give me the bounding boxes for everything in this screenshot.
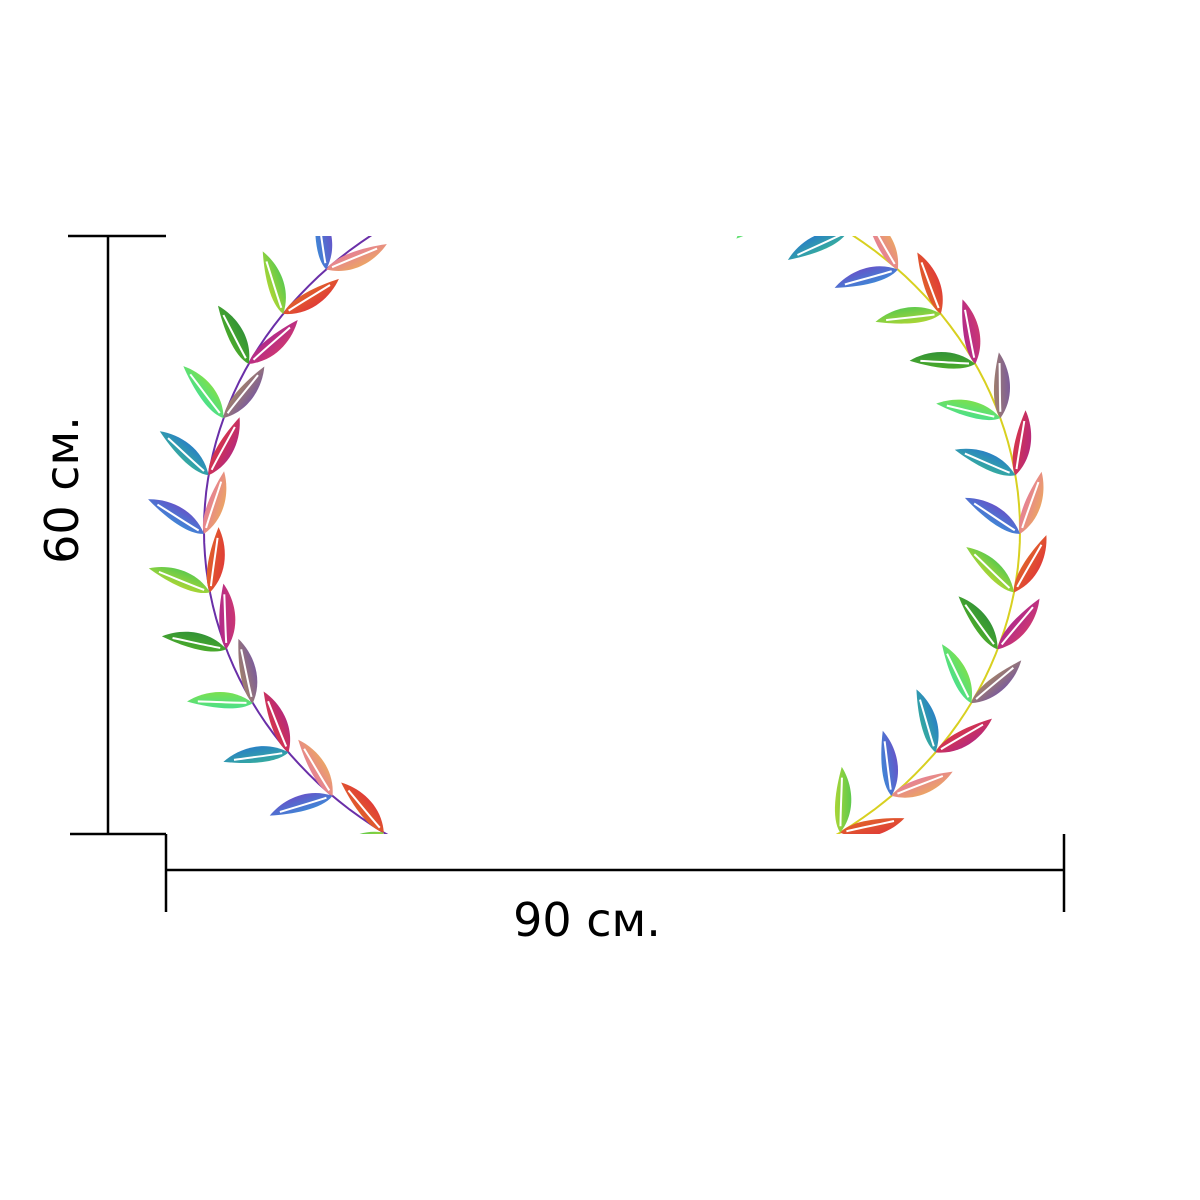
- leaf-icon: [936, 399, 1001, 421]
- leaf-icon: [248, 320, 298, 364]
- leaf-icon: [148, 567, 210, 594]
- leaf-icon: [909, 352, 976, 369]
- leaf-icon: [787, 236, 848, 260]
- leaf-icon: [298, 739, 333, 796]
- leaf-icon: [376, 210, 440, 240]
- height-label: 60 см.: [35, 416, 89, 564]
- leaf-icon: [964, 497, 1020, 534]
- leaf-icon: [433, 181, 499, 220]
- leaf-icon: [283, 278, 339, 314]
- leaf-icon: [840, 818, 905, 834]
- leaf-icon: [962, 299, 981, 364]
- leaf-icon: [223, 746, 289, 764]
- width-label: 90 см.: [513, 893, 661, 947]
- leaf-icon: [263, 691, 290, 753]
- leaf-icon: [997, 598, 1040, 650]
- leaf-icon: [1013, 535, 1047, 593]
- height-dimension: 60 см.: [35, 234, 166, 836]
- leaf-icon: [202, 471, 227, 534]
- leaf-icon: [993, 352, 1010, 419]
- leaf-icon: [341, 782, 384, 833]
- leaf-icon: [917, 252, 943, 314]
- leaf-icon: [219, 583, 236, 650]
- leaf-icon: [148, 499, 204, 534]
- leaf-icon: [262, 251, 286, 314]
- leaf-icon: [206, 527, 225, 593]
- leaf-icon: [356, 166, 400, 233]
- leaf-icon: [881, 730, 899, 796]
- leaf-icon: [1012, 410, 1032, 476]
- leaf-icon: [971, 660, 1022, 704]
- leaf-icon: [875, 307, 941, 324]
- leaf-icon: [742, 146, 793, 212]
- leaf-icon: [326, 243, 387, 271]
- leaf-icon: [834, 766, 852, 833]
- leaf-icon: [238, 638, 258, 704]
- leaf-icon: [414, 137, 465, 203]
- right-branch-leaves: [736, 146, 1047, 834]
- leaf-icon: [1019, 471, 1044, 534]
- leaf-icon: [958, 596, 998, 650]
- leaf-icon: [916, 689, 939, 753]
- laurel-wreath: [148, 137, 1047, 834]
- leaf-icon: [941, 644, 973, 704]
- width-dimension: 90 см.: [164, 834, 1066, 947]
- leaf-icon: [208, 417, 240, 476]
- leaf-icon: [159, 431, 209, 476]
- leaf-icon: [269, 792, 333, 816]
- leaf-icon: [183, 366, 224, 419]
- leaf-icon: [864, 236, 899, 270]
- leaf-icon: [891, 771, 953, 798]
- leaf-icon: [966, 547, 1014, 593]
- leaf-icon: [324, 831, 384, 834]
- leaf-icon: [834, 266, 898, 288]
- leaf-icon: [223, 366, 265, 419]
- leaf-icon: [315, 236, 333, 270]
- leaf-icon: [736, 236, 791, 239]
- left-branch-leaves: [148, 137, 499, 834]
- leaf-icon: [217, 305, 250, 364]
- leaf-icon: [935, 718, 992, 753]
- leaf-icon: [806, 173, 850, 240]
- right-branch-stem: [835, 236, 1022, 834]
- leaf-icon: [954, 448, 1016, 476]
- leaf-icon: [187, 692, 253, 709]
- leaf-icon: [161, 631, 227, 652]
